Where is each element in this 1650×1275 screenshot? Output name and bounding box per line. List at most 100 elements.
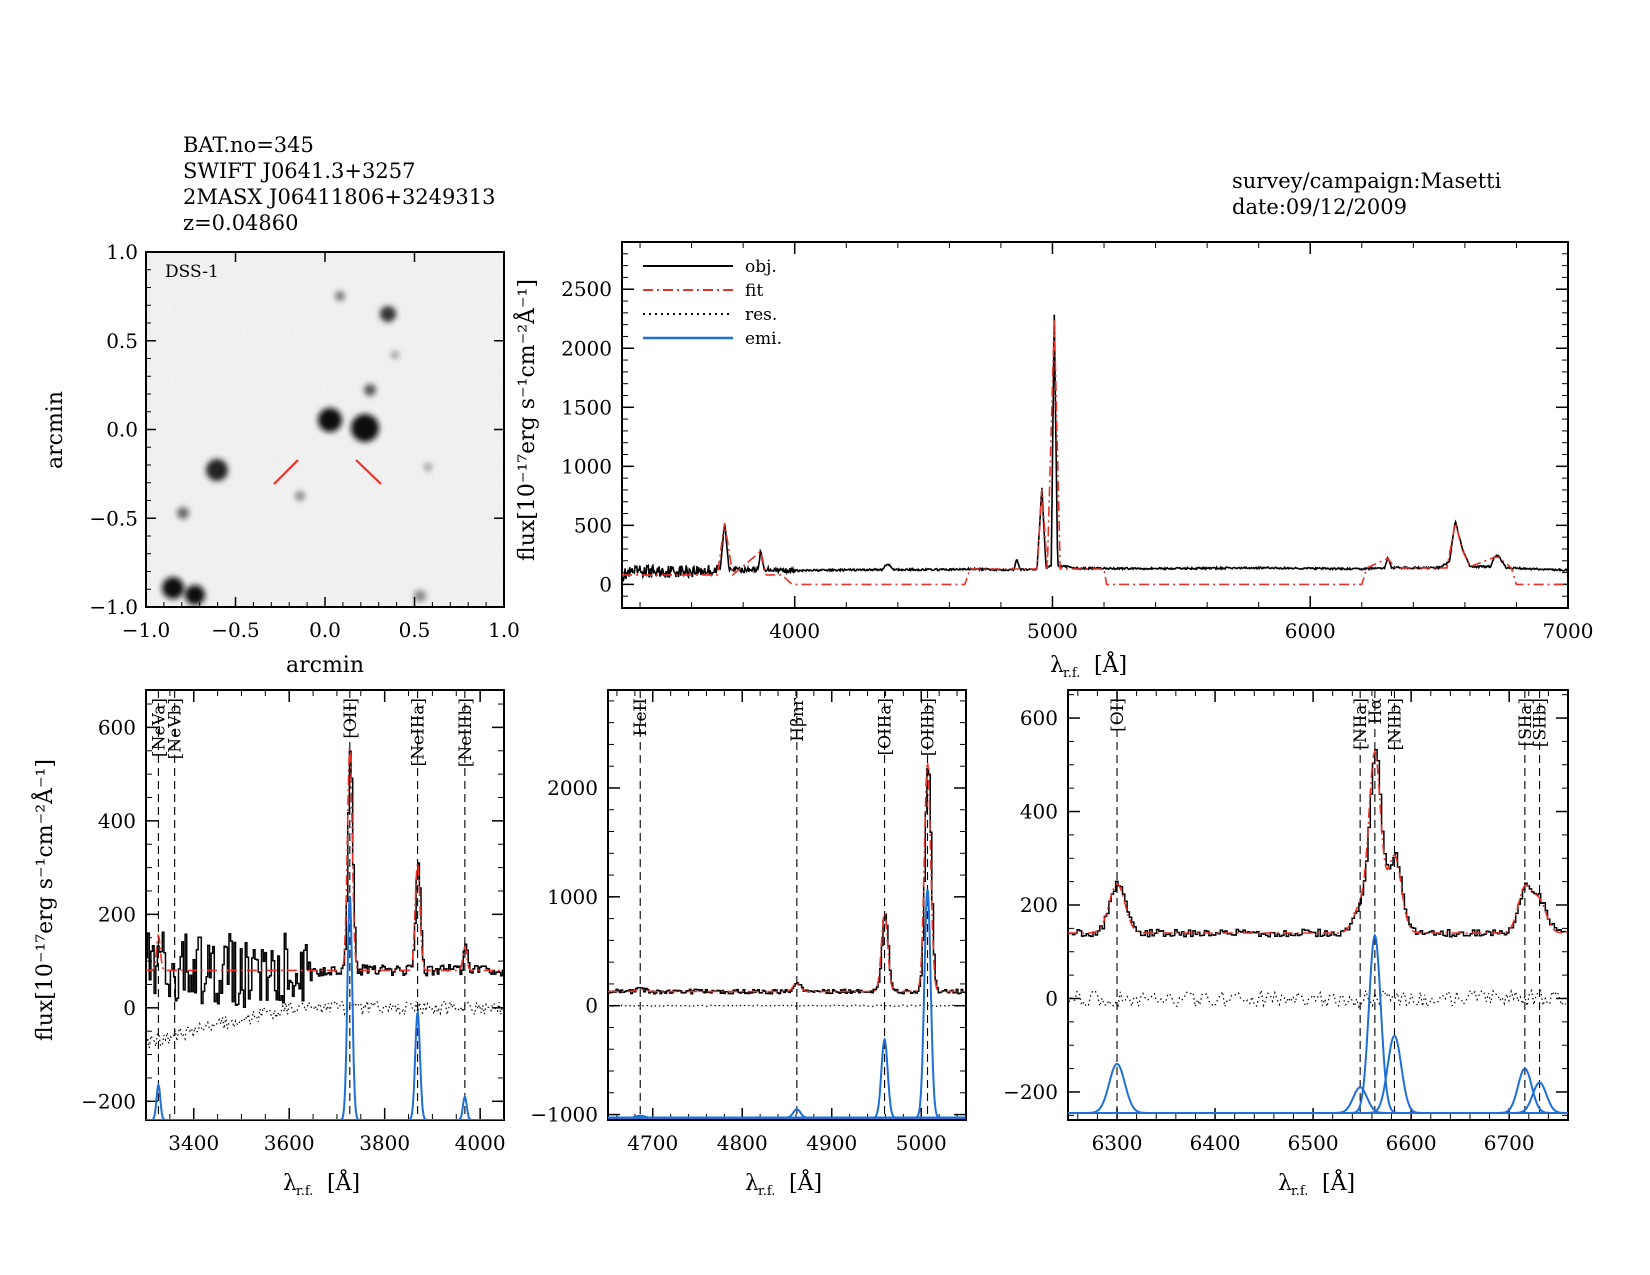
- main-ytick-label: 1500: [561, 395, 612, 419]
- main-spectrum-panel: 4000 5000 6000 7000 0 500 1000 1500 2000 2500 obj…: [512, 241, 1594, 681]
- zoom2-emi-component: [608, 1108, 966, 1119]
- dss-image-panel: DSS-1 −1.0−1.0 −0.5 −0.5 0.0 0.0 0.5 0.5 1.0 1.0…: [43, 240, 520, 678]
- source-target-a: [318, 408, 342, 432]
- zoom1-xlabel-unit: [Å]: [327, 1168, 360, 1196]
- zoom1-ytick-label: −200: [81, 1089, 136, 1113]
- zoom3-obj-line: [1068, 748, 1567, 938]
- image-ytick-label: −0.5: [89, 506, 138, 530]
- zoom3-emi-component: [1068, 1086, 1568, 1114]
- header-right: survey/campaign:Masetti date:09/12/2009: [1232, 169, 1502, 219]
- main-ytick-label: 2500: [561, 277, 612, 301]
- image-ytick-label: −1.0: [89, 595, 138, 619]
- zoom3-xtick-label: 6600: [1386, 1131, 1437, 1155]
- zoom1-line-label: [NeVb]: [166, 698, 186, 759]
- zoom2-line-label: [OIIIa]: [876, 698, 896, 755]
- main-ytick-label: 1000: [561, 454, 612, 478]
- main-xlabel: λ r.f. [Å]: [1050, 650, 1127, 681]
- zoom1-line-label: [NeIIIb]: [456, 698, 476, 767]
- target-marker-right: [355, 459, 382, 485]
- main-fit-line: [622, 318, 1568, 586]
- zoom1-line-label: [NeIIIa]: [409, 698, 429, 766]
- zoom3-ytick-label: 200: [1020, 893, 1058, 917]
- zoom2-line-label: [OIIIb]: [919, 698, 939, 756]
- main-spectrum-plot: 4000 5000 6000 7000 0 500 1000 1500 2000 2500: [561, 241, 1594, 643]
- zoom2-xtick-label: 4900: [806, 1131, 857, 1155]
- header-left: BAT.no=345 SWIFT J0641.3+3257 2MASX J064…: [183, 133, 495, 235]
- zoom1-ytick-label: 400: [98, 809, 136, 833]
- main-frame: [621, 241, 1569, 609]
- image-ytick-label: 0.0: [106, 418, 138, 442]
- zoom3-emi-component: [1068, 1034, 1568, 1114]
- zoom1-emi-component: [146, 1009, 504, 1120]
- zoom1-xlabel-lambda: λ: [283, 1171, 297, 1196]
- zoom2-xtick-label: 4800: [717, 1131, 768, 1155]
- zoom1-frame: [145, 689, 505, 1121]
- zoom2-xlabel-sub: r.f.: [758, 1184, 775, 1199]
- source-target-b: [351, 414, 379, 442]
- zoom-panel-oii: 3400 3600 3800 4000 −200 0 200 400 600 [NeVa][NeV…: [81, 689, 506, 1155]
- zoom1-emi-component: [146, 1082, 504, 1120]
- legend-obj-label: obj.: [745, 257, 777, 277]
- zoom3-xlabel: λ r.f. [Å]: [1278, 1168, 1355, 1199]
- main-xlabel-lambda: λ: [1050, 653, 1064, 678]
- zoom2-frame: [607, 689, 967, 1121]
- main-xtick-label: 7000: [1543, 619, 1594, 643]
- source-bright-3: [162, 577, 184, 599]
- image-survey-label: DSS-1: [165, 262, 219, 282]
- zoom3-xlabel-sub: r.f.: [1291, 1184, 1308, 1199]
- main-xtick-label: 6000: [1285, 619, 1336, 643]
- zoom1-line-label: [NeVa]: [149, 698, 169, 757]
- image-ticks: −1.0−1.0 −0.5 −0.5 0.0 0.0 0.5 0.5 1.0 1.0: [89, 240, 519, 642]
- image-xtick-label: 1.0: [488, 618, 520, 642]
- zoom2-xlabel-lambda: λ: [745, 1171, 759, 1196]
- zoom2-line-label: Hβnr: [788, 697, 808, 742]
- main-ylabel: flux[10⁻¹⁷erg s⁻¹cm⁻²Å⁻¹]: [512, 279, 540, 561]
- zoom3-line-label: Hα: [1366, 697, 1386, 724]
- source-faint-4: [295, 491, 305, 501]
- source-faint-2: [335, 291, 345, 301]
- zoom3-xtick-label: 6500: [1288, 1131, 1339, 1155]
- main-ytick-label: 500: [574, 513, 612, 537]
- source-faint-7: [391, 351, 399, 359]
- main-xlabel-sub: r.f.: [1063, 666, 1080, 681]
- image-ytick-label: 1.0: [106, 240, 138, 264]
- zoom1-xlabel-sub: r.f.: [296, 1184, 313, 1199]
- source-faint-3: [177, 507, 189, 519]
- zoom-panel-halpha: 6300 6400 6500 6600 6700 −200 0 200 400 600 [OI] [N…: [1003, 689, 1569, 1155]
- zoom3-xtick-label: 6700: [1484, 1131, 1535, 1155]
- zoom1-line-label: [OII]: [341, 698, 361, 739]
- zoom3-ytick-label: 400: [1020, 800, 1058, 824]
- zoom3-line-label: [OI]: [1108, 698, 1128, 732]
- zoom2-ytick-label: 0: [585, 994, 598, 1018]
- source-bright-2: [206, 459, 228, 481]
- zoom3-xlabel-unit: [Å]: [1322, 1168, 1355, 1196]
- image-xtick-label: 0.0: [309, 618, 341, 642]
- legend-res-label: res.: [745, 305, 777, 325]
- zoom2-line-label: HeII: [631, 698, 651, 736]
- main-obj-line: [622, 314, 1568, 582]
- zoom3-line-label: [NIIb]: [1385, 698, 1405, 750]
- legend: obj. fit res. emi.: [643, 257, 782, 349]
- zoom3-line-label: [SIIb]: [1531, 698, 1551, 747]
- zoom2-fit-line: [608, 763, 966, 993]
- zoom1-ytick-label: 600: [98, 715, 136, 739]
- zoom1-obj-line: [146, 750, 504, 1008]
- zoom-ylabel: flux[10⁻¹⁷erg s⁻¹cm⁻²Å⁻¹]: [30, 759, 58, 1041]
- image-ytick-label: 0.5: [106, 329, 138, 353]
- main-xlabel-unit: [Å]: [1094, 650, 1127, 678]
- zoom3-res-line: [1068, 988, 1567, 1009]
- zoom2-ytick-label: −1000: [530, 1103, 598, 1127]
- zoom2-xtick-label: 5000: [896, 1131, 947, 1155]
- source-faint-6: [414, 590, 426, 602]
- image-xlabel: arcmin: [286, 653, 364, 678]
- zoom1-xlabel: λ r.f. [Å]: [283, 1168, 360, 1199]
- zoom1-ytick-label: 0: [123, 996, 136, 1020]
- zoom3-xlabel-lambda: λ: [1278, 1171, 1292, 1196]
- header-2masx-name: 2MASX J06411806+3249313: [183, 185, 495, 209]
- zoom3-emi-component: [1068, 933, 1568, 1114]
- zoom2-emi-component: [608, 889, 966, 1119]
- zoom1-xtick-label: 3600: [264, 1131, 315, 1155]
- zoom2-obj-line: [608, 767, 966, 995]
- source-bright-4: [185, 585, 205, 605]
